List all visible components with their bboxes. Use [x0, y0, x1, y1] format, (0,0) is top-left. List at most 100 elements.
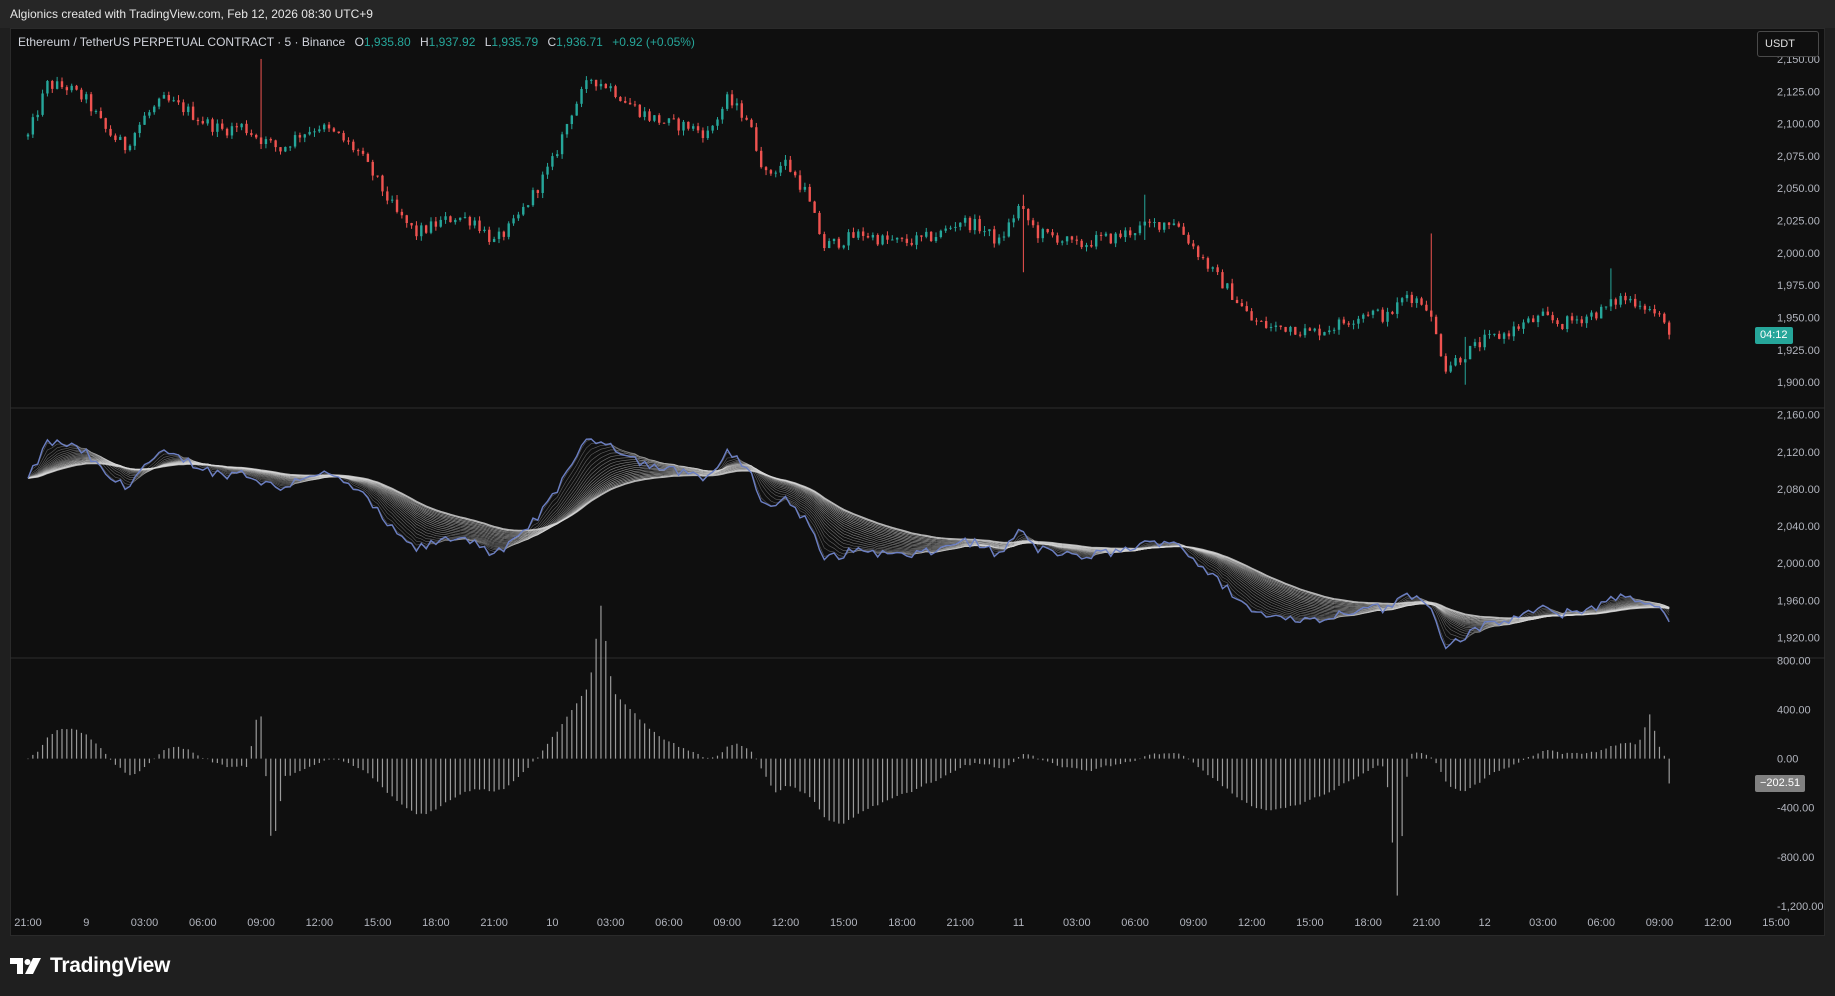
tradingview-logo-icon — [10, 958, 41, 974]
candle-body — [1371, 310, 1375, 315]
candle-body — [1065, 236, 1069, 242]
histogram-bar — [1605, 748, 1607, 759]
histogram-bar — [629, 709, 631, 759]
histogram-bar — [1576, 752, 1578, 759]
histogram-bar — [1348, 758, 1350, 782]
histogram-bar — [289, 758, 291, 776]
histogram-bar — [867, 758, 869, 809]
time-axis-tick: 03:00 — [1529, 917, 1557, 929]
histogram-bar — [566, 716, 568, 759]
histogram-bar — [1624, 743, 1627, 759]
histogram-bar — [41, 744, 44, 759]
candle-body — [1498, 333, 1501, 339]
candle-body — [881, 235, 884, 245]
histogram-bar — [1032, 755, 1034, 759]
candle-body — [565, 124, 569, 135]
candle-body — [157, 98, 161, 107]
histogram-bar — [1076, 758, 1078, 769]
candle-body — [769, 170, 773, 174]
currency-button[interactable]: USDT — [1757, 31, 1819, 57]
candle-body — [449, 216, 452, 223]
histogram-bar — [512, 758, 515, 782]
time-axis-tick: 03:00 — [131, 917, 159, 929]
candle-body — [711, 125, 714, 131]
histogram-bar — [1644, 727, 1646, 759]
histogram-bar — [1420, 753, 1423, 759]
candle-body — [954, 226, 957, 228]
histogram-bar — [357, 758, 359, 769]
histogram-bar — [1158, 754, 1160, 759]
histogram-bar — [1017, 757, 1020, 759]
histogram-bar — [1658, 746, 1661, 759]
histogram-bar — [901, 758, 903, 794]
histogram-bar — [391, 758, 393, 797]
histogram-bar — [1343, 758, 1345, 784]
histogram-bar — [464, 758, 466, 792]
candle-body — [740, 103, 743, 118]
histogram-bar — [265, 758, 267, 777]
histogram-bar — [1081, 758, 1083, 770]
candle-body — [1187, 234, 1190, 244]
histogram-bar — [692, 751, 694, 759]
histogram-bar — [780, 758, 782, 791]
histogram-bar — [1522, 758, 1525, 760]
histogram-bar — [1581, 753, 1583, 759]
chart-frame[interactable] — [10, 28, 1825, 936]
histogram-bar — [945, 758, 947, 776]
oscillator-axis-tick: -400.00 — [1777, 803, 1814, 815]
histogram-bar — [61, 728, 63, 759]
histogram-bar — [1595, 752, 1597, 759]
candle-body — [1216, 267, 1219, 273]
candle-body — [478, 220, 481, 232]
histogram-bar — [983, 758, 986, 765]
tradingview-logo[interactable]: TradingView — [10, 952, 170, 980]
histogram-bar — [1144, 756, 1146, 759]
candle-body — [225, 128, 229, 136]
price-axis-tick: 2,075.00 — [1777, 151, 1820, 163]
candle-body — [1400, 298, 1404, 303]
candle-body — [172, 100, 175, 102]
ribbon-axis-tick: 2,160.00 — [1777, 410, 1820, 422]
candle-body — [366, 153, 370, 162]
histogram-bar — [1236, 758, 1238, 798]
histogram-bar — [381, 758, 384, 788]
histogram-bar — [1008, 758, 1010, 766]
candle-body — [706, 130, 709, 139]
histogram-bar — [1416, 752, 1418, 759]
candle-body — [905, 238, 909, 243]
histogram-bar — [1183, 755, 1185, 759]
histogram-bar — [430, 758, 432, 812]
candle-body — [458, 217, 462, 220]
candle-body — [827, 241, 831, 249]
histogram-bar — [1003, 758, 1005, 769]
candle-body — [1580, 319, 1583, 324]
histogram-bar — [202, 757, 204, 759]
candle-body — [492, 238, 496, 242]
ribbon-axis-tick: 2,120.00 — [1777, 447, 1820, 459]
histogram-bar — [1391, 758, 1394, 843]
candle-body — [1352, 323, 1355, 325]
histogram-bar — [1022, 754, 1024, 759]
candle-body — [468, 216, 472, 226]
histogram-bar — [1221, 758, 1224, 787]
histogram-bar — [678, 746, 680, 759]
histogram-bar — [1377, 758, 1379, 766]
histogram-bar — [459, 758, 461, 795]
candle-body — [1332, 329, 1336, 331]
histogram-bar — [454, 758, 456, 798]
candle-body — [585, 80, 588, 89]
candle-body — [1085, 244, 1088, 248]
histogram-bar — [143, 758, 146, 768]
candle-body — [570, 115, 574, 125]
histogram-bar — [551, 736, 553, 759]
candle-body — [371, 161, 374, 176]
price-axis-tick: 1,925.00 — [1777, 345, 1820, 357]
histogram-bar — [979, 758, 981, 764]
candle-body — [463, 216, 467, 218]
histogram-bar — [517, 758, 520, 778]
symbol-name[interactable]: Ethereum / TetherUS PERPETUAL CONTRACT ·… — [18, 35, 346, 49]
symbol-legend[interactable]: Ethereum / TetherUS PERPETUAL CONTRACT ·… — [18, 33, 695, 51]
histogram-bar — [993, 758, 995, 768]
histogram-bar — [546, 743, 549, 759]
